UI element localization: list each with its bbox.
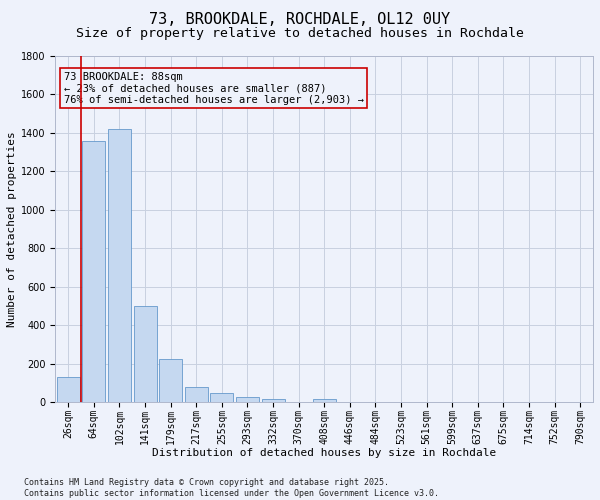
Bar	[211, 393, 233, 402]
Bar	[159, 359, 182, 403]
Bar	[108, 129, 131, 402]
Text: 73, BROOKDALE, ROCHDALE, OL12 0UY: 73, BROOKDALE, ROCHDALE, OL12 0UY	[149, 12, 451, 28]
X-axis label: Distribution of detached houses by size in Rochdale: Distribution of detached houses by size …	[152, 448, 496, 458]
Text: Contains HM Land Registry data © Crown copyright and database right 2025.
Contai: Contains HM Land Registry data © Crown c…	[24, 478, 439, 498]
Bar	[262, 398, 284, 402]
Text: Size of property relative to detached houses in Rochdale: Size of property relative to detached ho…	[76, 28, 524, 40]
Bar	[236, 397, 259, 402]
Bar	[134, 306, 157, 402]
Text: 73 BROOKDALE: 88sqm
← 23% of detached houses are smaller (887)
76% of semi-detac: 73 BROOKDALE: 88sqm ← 23% of detached ho…	[64, 72, 364, 104]
Bar	[313, 398, 336, 402]
Y-axis label: Number of detached properties: Number of detached properties	[7, 132, 17, 327]
Bar	[82, 140, 106, 402]
Bar	[57, 378, 80, 402]
Bar	[185, 387, 208, 402]
